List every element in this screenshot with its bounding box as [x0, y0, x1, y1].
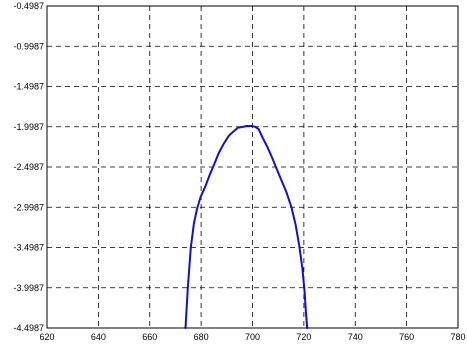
x-tick-label: 780	[450, 332, 465, 342]
series-lines	[184, 125, 309, 329]
y-tick-label: -3.4987	[13, 243, 44, 253]
y-tick-label: -3.9987	[13, 283, 44, 293]
x-tick-label: 740	[348, 332, 363, 342]
y-tick-label: -1.4987	[13, 82, 44, 92]
x-tick-label: 680	[194, 332, 209, 342]
tick-labels: 620 640 660 680 700 720 740 760 780 -0.4987 -0.998…	[13, 1, 465, 342]
axes-border	[46, 5, 459, 329]
y-tick-label: -0.4987	[13, 1, 44, 11]
series-line	[184, 125, 309, 329]
grid-lines	[47, 6, 458, 328]
y-tick-label: -2.9987	[13, 202, 44, 212]
x-tick-label: 720	[296, 332, 311, 342]
y-tick-label: -0.9987	[13, 41, 44, 51]
x-tick-label: 640	[91, 332, 106, 342]
x-tick-label: 760	[399, 332, 414, 342]
x-tick-label: 700	[245, 332, 260, 342]
y-tick-label: -2.4987	[13, 162, 44, 172]
y-tick-label: -1.9987	[13, 122, 44, 132]
y-tick-label: -4.4987	[13, 323, 44, 333]
x-tick-label: 660	[142, 332, 157, 342]
x-tick-label: 620	[39, 332, 54, 342]
